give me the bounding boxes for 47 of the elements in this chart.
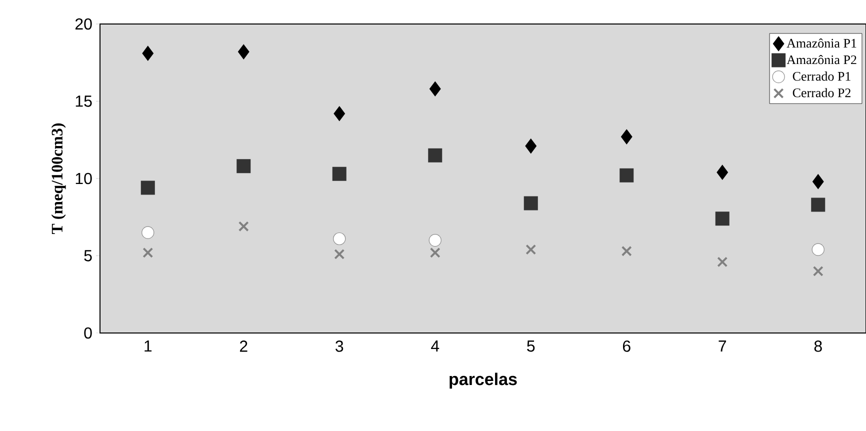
point [812,266,824,276]
point [236,159,251,174]
point [428,148,442,162]
y-tick-label: 20 [75,18,92,30]
point [620,168,634,182]
x-tick-label: 1 [144,340,152,352]
point [332,166,346,181]
point [812,243,824,256]
point [715,212,730,226]
point [621,130,632,144]
legend-label: Cerrado P2 [792,88,850,98]
point [811,198,826,212]
x-tick-label: 7 [718,340,726,352]
point [524,196,538,210]
y-tick-label: 15 [76,96,92,107]
point [430,82,441,96]
y-tick-label: 10 [76,172,92,184]
point [238,44,250,59]
x-tick-label: 3 [336,340,344,352]
point [621,246,632,256]
point [142,226,154,239]
point [716,165,728,180]
point [334,106,345,121]
x-tick-label: 5 [527,340,535,352]
legend-label: Amazônia P1 [786,38,856,48]
point [717,256,728,268]
x-tick-label: 6 [622,340,630,352]
point [333,232,346,246]
point [142,46,154,60]
point [526,244,536,255]
point [142,247,154,258]
point [812,174,824,189]
point [238,221,249,232]
point [428,234,442,247]
x-axis-title: parcelas [450,372,517,389]
x-tick-label: 2 [240,340,248,352]
point [140,180,155,195]
y-tick-label: 0 [84,327,92,339]
point [525,139,536,154]
legend-label: Cerrado P1 [792,72,850,81]
legend-label: Amazônia P2 [786,55,856,64]
x-tick-label: 8 [814,340,822,352]
point [334,248,345,260]
point [430,247,440,258]
x-tick-label: 4 [431,340,440,352]
y-tick-label: 5 [84,250,92,262]
y-axis-title: T (meq/100cm3) [51,123,66,234]
